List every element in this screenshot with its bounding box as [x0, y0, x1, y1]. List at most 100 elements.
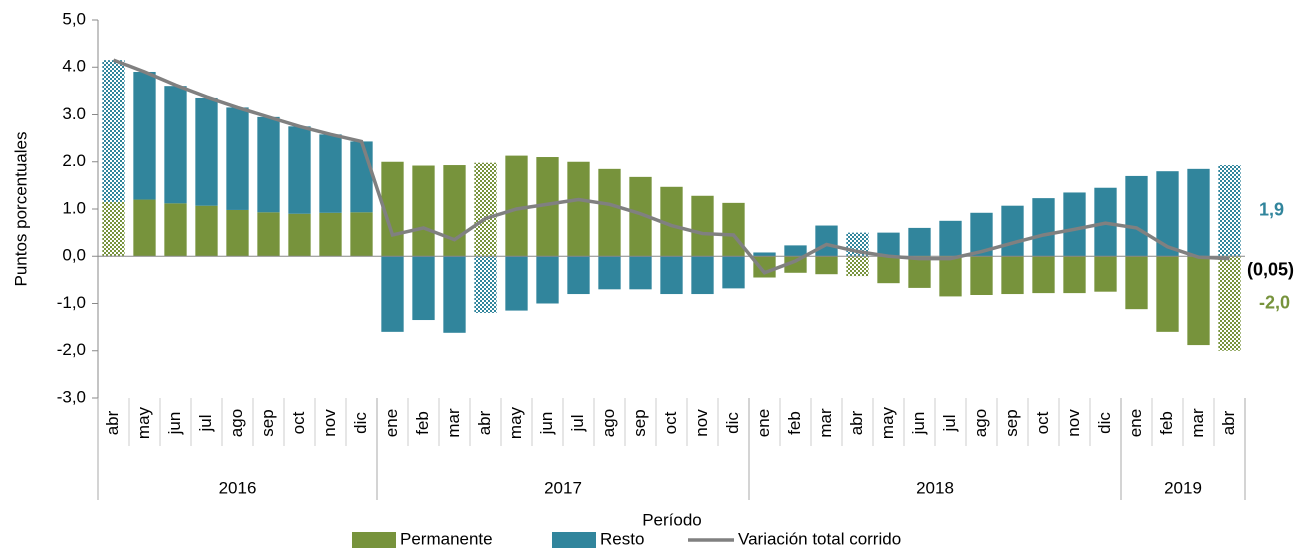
bar	[784, 245, 807, 257]
bar	[722, 256, 745, 289]
bar	[257, 116, 280, 213]
x-tick-label: nov	[692, 409, 711, 437]
legend-swatch	[352, 532, 396, 548]
bar	[102, 60, 125, 202]
bar	[1063, 256, 1086, 294]
bar	[877, 232, 900, 257]
bar	[1032, 256, 1055, 294]
bar	[1063, 192, 1086, 257]
value-label: -2,0	[1259, 292, 1290, 312]
x-tick-label: oct	[661, 411, 680, 434]
value-label: (0,05)	[1247, 259, 1294, 279]
bar	[939, 256, 962, 297]
x-tick-label: abr	[103, 410, 122, 435]
bar	[195, 97, 218, 206]
x-tick-label: ene	[382, 409, 401, 437]
bar	[753, 252, 776, 257]
x-tick-label: ago	[599, 409, 618, 437]
bar	[443, 165, 466, 257]
x-tick-label: ago	[227, 409, 246, 437]
bar	[319, 134, 342, 213]
x-tick-label: dic	[351, 412, 370, 434]
x-tick-label: jun	[537, 412, 556, 436]
bar	[691, 195, 714, 257]
bar	[1125, 256, 1148, 310]
legend-swatch	[552, 532, 596, 548]
x-tick-label: ago	[971, 409, 990, 437]
x-tick-label: abr	[847, 410, 866, 435]
x-tick-label: sep	[630, 409, 649, 436]
x-tick-label: may	[134, 406, 153, 439]
x-tick-label: jul	[196, 414, 215, 432]
x-group-label: 2017	[544, 478, 582, 497]
bar	[1094, 256, 1117, 292]
bar	[598, 256, 621, 290]
x-tick-label: mar	[1188, 408, 1207, 438]
bar	[474, 256, 497, 313]
x-tick-label: abr	[1219, 410, 1238, 435]
y-tick-label: -1,0	[57, 293, 86, 312]
bar	[970, 256, 993, 295]
x-tick-label: feb	[785, 411, 804, 435]
bar	[815, 256, 838, 275]
bar	[443, 256, 466, 333]
x-tick-label: jul	[940, 414, 959, 432]
bar	[877, 256, 900, 284]
line	[112, 58, 1230, 275]
x-axis-label: Período	[642, 510, 702, 529]
bar	[226, 209, 249, 257]
x-tick-label: oct	[1033, 411, 1052, 434]
x-tick-label: jun	[909, 412, 928, 436]
bar	[815, 225, 838, 257]
x-group-label: 2018	[916, 478, 954, 497]
bar	[1001, 256, 1024, 295]
bar	[350, 212, 373, 257]
x-tick-label: dic	[723, 412, 742, 434]
bar	[1001, 205, 1024, 257]
bar	[102, 201, 125, 257]
bar	[350, 141, 373, 213]
x-group-label: 2019	[1164, 478, 1202, 497]
bar	[319, 212, 342, 257]
y-tick-label: 3.0	[62, 104, 86, 123]
bar	[629, 176, 652, 257]
x-tick-label: jun	[165, 412, 184, 436]
x-tick-label: oct	[289, 411, 308, 434]
bar	[1218, 165, 1241, 257]
x-tick-label: mar	[444, 408, 463, 438]
bar	[660, 186, 683, 257]
bar	[908, 227, 931, 257]
bar	[1156, 171, 1179, 257]
legend-label: Permanente	[400, 529, 493, 548]
bar	[722, 202, 745, 257]
legend-label: Resto	[600, 529, 644, 548]
x-tick-label: nov	[1064, 409, 1083, 437]
y-tick-label: 1.0	[62, 198, 86, 217]
bar	[226, 107, 249, 210]
bar	[133, 71, 156, 200]
bar	[1125, 175, 1148, 257]
y-tick-label: 0,0	[62, 246, 86, 265]
y-axis-label: Puntos porcentuales	[11, 132, 30, 287]
bar	[536, 157, 559, 257]
x-tick-label: abr	[475, 410, 494, 435]
x-tick-label: sep	[258, 409, 277, 436]
x-tick-label: may	[506, 406, 525, 439]
bar	[629, 256, 652, 290]
bar	[939, 220, 962, 257]
x-tick-label: dic	[1095, 412, 1114, 434]
y-tick-label: 5,0	[62, 9, 86, 28]
bar	[195, 205, 218, 257]
x-tick-label: feb	[1157, 411, 1176, 435]
bar	[536, 256, 559, 304]
bar	[598, 168, 621, 257]
bar	[288, 126, 311, 214]
x-tick-label: nov	[320, 409, 339, 437]
bar	[1187, 168, 1210, 257]
bar	[970, 212, 993, 257]
bar	[412, 256, 435, 321]
bar	[164, 203, 187, 257]
bar	[1032, 198, 1055, 257]
legend-label: Variación total corrido	[738, 529, 901, 548]
